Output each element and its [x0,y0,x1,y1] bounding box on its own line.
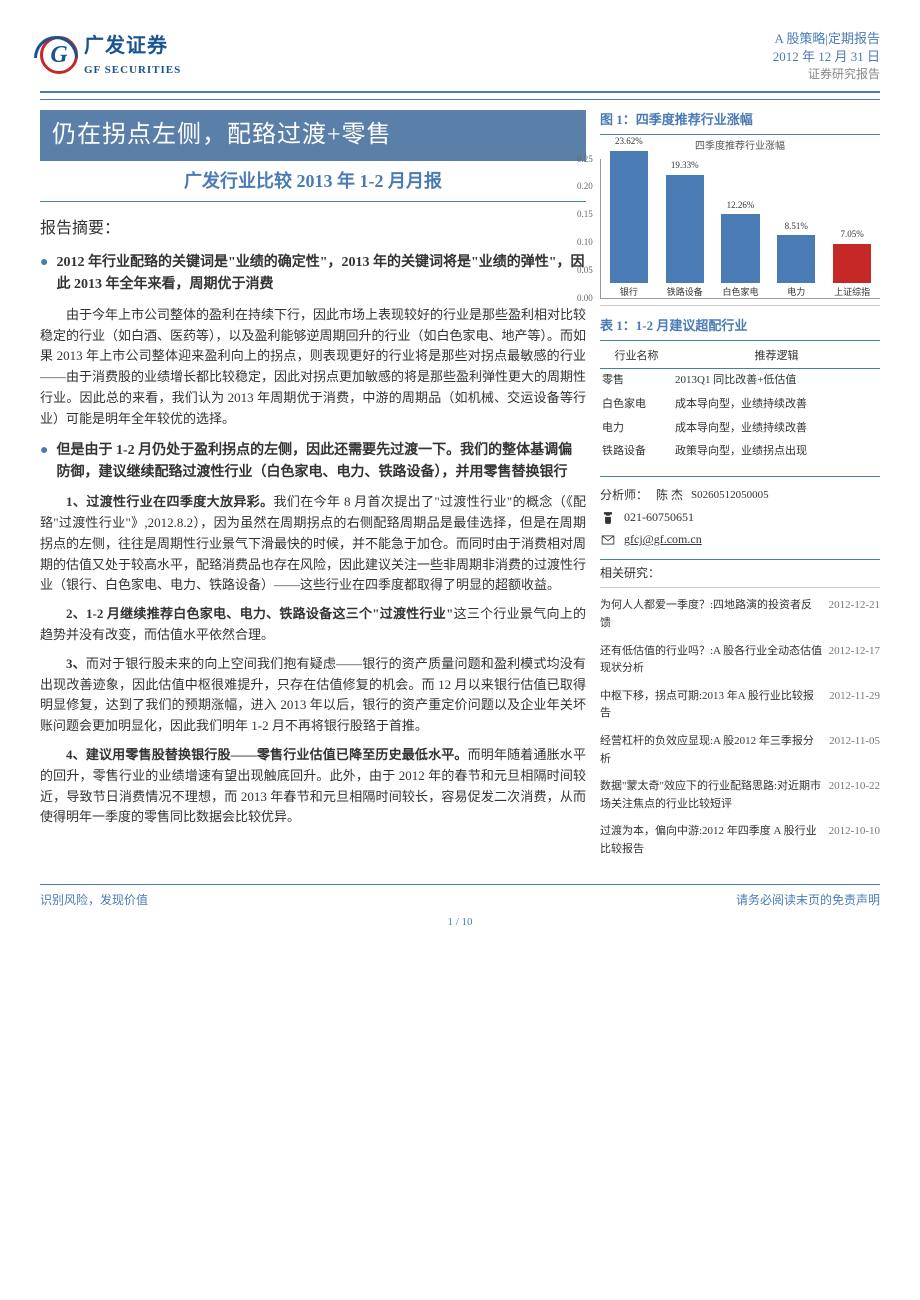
analyst-phone: 021-60750651 [624,508,694,527]
analyst-name: 陈 杰 [656,486,683,505]
brand-logo: G 广发证券 GF SECURITIES [40,30,181,80]
doc-sub: 证券研究报告 [773,66,880,83]
analyst-label: 分析师： [600,486,648,505]
related-research: 相关研究： 为何人人都爱一季度？:四地路演的投资者反馈2012-12-21还有低… [600,559,880,863]
related-item: 中枢下移，拐点可期:2013 年A 股行业比较报告2012-11-29 [600,683,880,728]
doc-type: A 股策略|定期报告 [773,30,880,48]
numbered-para: 3、而对于银行股未来的向上空间我们抱有疑虑——银行的资产质量问题和盈利模式均没有… [40,654,586,737]
sidebar: 图 1：四季度推荐行业涨幅 四季度推荐行业涨幅 0.000.050.100.15… [600,110,880,863]
related-item: 数据"蒙太奇"效应下的行业配臵思路:对近期市场关注焦点的行业比较短评2012-1… [600,773,880,818]
analyst-email: gfcj@gf.com.cn [624,530,702,549]
related-heading: 相关研究： [600,559,880,588]
related-item: 为何人人都爱一季度？:四地路演的投资者反馈2012-12-21 [600,592,880,637]
bullet-icon: ● [40,440,48,485]
bullet-item: ● 但是由于 1-2 月仍处于盈利拐点的左侧，因此还需要先过渡一下。我们的整体基… [40,440,586,485]
bar-item: 19.33%铁路设备 [661,158,709,298]
doc-meta: A 股策略|定期报告 2012 年 12 月 31 日 证券研究报告 [773,30,880,83]
para: 由于今年上市公司整体的盈利在持续下行，因此市场上表现较好的行业是那些盈利相对比较… [40,305,586,430]
abstract-heading: 报告摘要： [40,216,586,242]
numbered-para: 1、过渡性行业在四季度大放异彩。我们在今年 8 月首次提出了"过渡性行业"的概念… [40,492,586,596]
bar-chart: 四季度推荐行业涨幅 0.000.050.100.150.200.2523.62%… [600,139,880,306]
chart-bars: 0.000.050.100.150.200.2523.62%银行19.33%铁路… [600,159,880,299]
doc-date: 2012 年 12 月 31 日 [773,48,880,66]
related-item: 过渡为本，偏向中游:2012 年四季度 A 股行业比较报告2012-10-10 [600,818,880,863]
bullet-icon: ● [40,252,48,297]
bar-item: 7.05%上证综指 [828,227,876,298]
related-item: 经营杠杆的负效应显现:A 股2012 年三季报分析2012-11-05 [600,728,880,773]
report-title: 仍在拐点左侧，配臵过渡+零售 [40,110,586,160]
related-item: 还有低估值的行业吗？:A 股各行业全动态估值现状分析2012-12-17 [600,638,880,683]
numbered-para: 2、1-2 月继续推荐白色家电、电力、铁路设备这三个"过渡性行业"这三个行业景气… [40,604,586,646]
table-heading: 表 1：1-2 月建议超配行业 [600,316,880,341]
phone-icon [600,511,616,525]
logo-mark-icon: G [40,36,78,74]
analyst-block: 分析师： 陈 杰 S0260512050005 021-60750651 gfc… [600,476,880,550]
chart-heading: 图 1：四季度推荐行业涨幅 [600,110,880,135]
footer-right: 请务必阅读末页的免责声明 [736,891,880,910]
bar-item: 8.51%电力 [772,219,820,298]
page-number: 1 / 10 [40,914,880,932]
footer-left: 识别风险，发现价值 [40,891,148,910]
bullet-item: ● 2012 年行业配臵的关键词是"业绩的确定性"，2013 年的关键词将是"业… [40,252,586,297]
divider [40,99,880,100]
main-column: 仍在拐点左侧，配臵过渡+零售 广发行业比较 2013 年 1-2 月月报 报告摘… [40,110,586,863]
logo-en: GF SECURITIES [84,62,181,80]
page-footer: 识别风险，发现价值 请务必阅读末页的免责声明 [40,884,880,910]
recommendation-table: 行业名称推荐逻辑零售2013Q1 同比改善+低估值白色家电成本导向型，业绩持续改… [600,345,880,464]
bar-item: 12.26%白色家电 [717,198,765,298]
numbered-para: 4、建议用零售股替换银行股——零售行业估值已降至历史最低水平。而明年随着通胀水平… [40,745,586,828]
analyst-code: S0260512050005 [691,487,769,505]
report-subtitle: 广发行业比较 2013 年 1-2 月月报 [40,167,586,203]
bullet-text: 2012 年行业配臵的关键词是"业绩的确定性"，2013 年的关键词将是"业绩的… [56,252,586,297]
logo-cn: 广发证券 [84,30,181,62]
bullet-text: 但是由于 1-2 月仍处于盈利拐点的左侧，因此还需要先过渡一下。我们的整体基调偏… [56,440,586,485]
email-icon [600,533,616,547]
bar-item: 23.62%银行 [605,134,653,298]
doc-header: G 广发证券 GF SECURITIES A 股策略|定期报告 2012 年 1… [40,30,880,93]
